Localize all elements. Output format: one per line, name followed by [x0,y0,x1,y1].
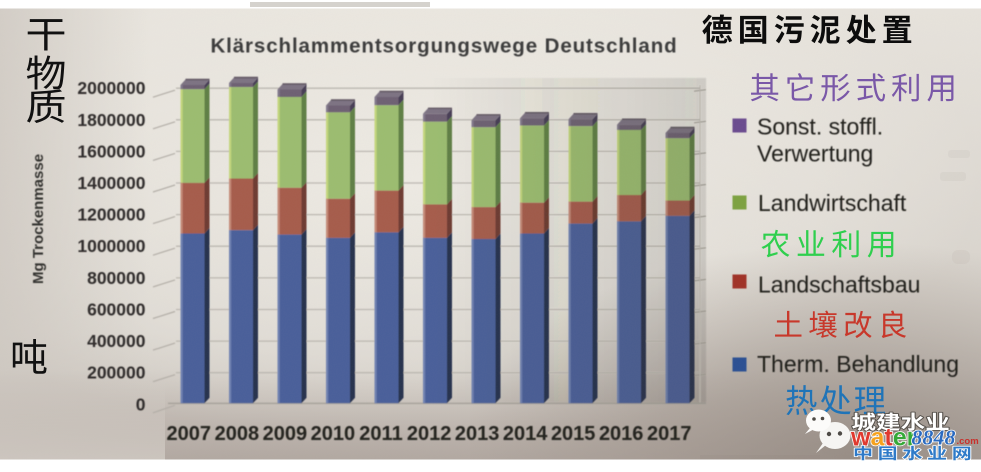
svg-text:2008: 2008 [215,423,260,445]
svg-text:2007: 2007 [167,423,212,445]
svg-text:Therm. Behandlung: Therm. Behandlung [757,351,959,377]
svg-text:Sonst. stoffl.: Sonst. stoffl. [757,114,883,140]
svg-text:2010: 2010 [311,423,356,445]
svg-text:2011: 2011 [359,423,402,445]
svg-text:200000: 200000 [87,363,146,383]
svg-text:8848: 8848 [912,426,956,450]
svg-text:0: 0 [136,394,146,414]
svg-text:2016: 2016 [599,423,644,445]
svg-text:Mg Trockenmasse: Mg Trockenmasse [30,154,47,284]
svg-text:.com: .com [957,436,979,447]
svg-text:2017: 2017 [647,423,692,445]
svg-text:2015: 2015 [551,423,596,445]
svg-text:1200000: 1200000 [77,205,145,225]
svg-text:2009: 2009 [263,423,308,445]
svg-text:400000: 400000 [87,331,146,351]
svg-text:1800000: 1800000 [77,110,145,130]
svg-text:2014: 2014 [503,423,548,445]
svg-text:2012: 2012 [407,423,452,445]
svg-text:800000: 800000 [87,268,146,288]
svg-text:Klärschlammentsorgungswege Deu: Klärschlammentsorgungswege Deutschland [210,35,677,58]
svg-text:2013: 2013 [455,423,500,445]
svg-text:2000000: 2000000 [77,78,145,98]
svg-text:1400000: 1400000 [77,173,145,193]
svg-text:600000: 600000 [87,300,146,320]
svg-text:1600000: 1600000 [77,141,145,161]
svg-text:Verwertung: Verwertung [757,141,873,167]
svg-text:Landschaftsbau: Landschaftsbau [758,272,920,298]
svg-text:Landwirtschaft: Landwirtschaft [758,190,907,216]
svg-text:1000000: 1000000 [77,236,145,256]
